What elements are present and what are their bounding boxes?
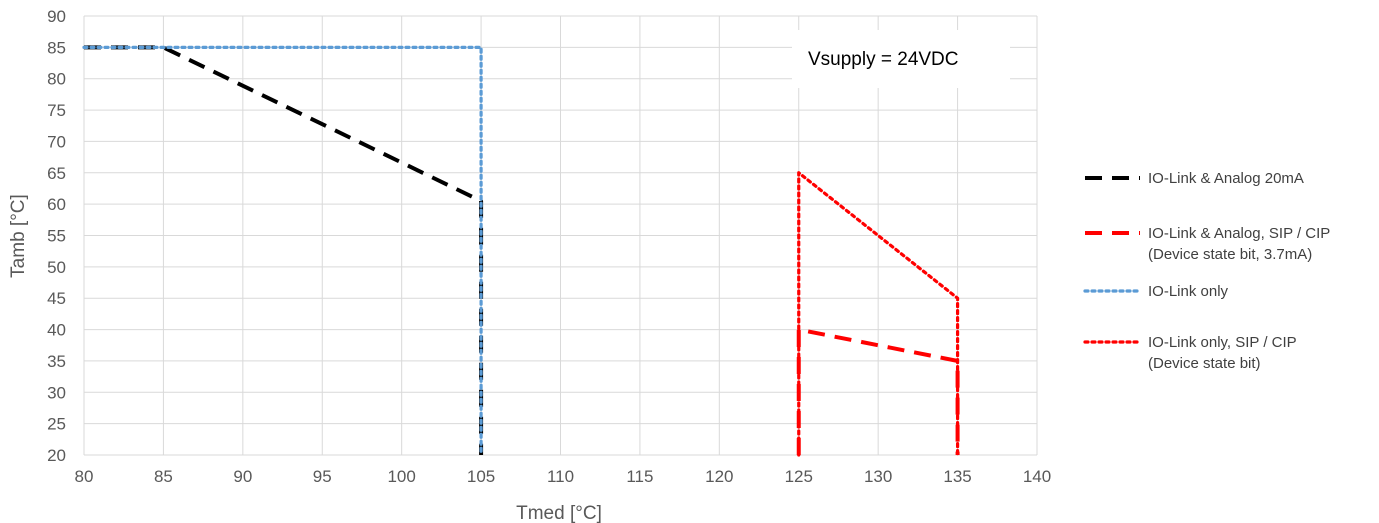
y-tick-label: 70: [47, 132, 66, 151]
series-line-3: [82, 45, 483, 457]
y-tick-label: 65: [47, 164, 66, 183]
annotation: Vsupply = 24VDC: [792, 30, 1010, 88]
series-line-1: [84, 45, 484, 455]
y-tick-label: 75: [47, 101, 66, 120]
x-tick-label: 100: [387, 467, 415, 486]
y-axis-title: Tamb [°C]: [8, 194, 29, 278]
x-tick-label: 125: [785, 467, 813, 486]
legend-label-1: IO-Link & Analog 20mA: [1148, 170, 1304, 187]
annotation-text: Vsupply = 24VDC: [808, 49, 959, 70]
x-axis-title: Tmed [°C]: [516, 503, 602, 523]
y-tick-label: 20: [47, 446, 66, 465]
x-tick-label: 80: [75, 467, 94, 486]
x-tick-label: 130: [864, 467, 892, 486]
x-tick-label: 120: [705, 467, 733, 486]
y-tick-label: 45: [47, 289, 66, 308]
legend-label-4-line2: (Device state bit): [1148, 355, 1261, 372]
y-tick-label: 80: [47, 70, 66, 89]
y-tick-label: 60: [47, 195, 66, 214]
x-tick-label: 105: [467, 467, 495, 486]
annotation-box: [792, 30, 1010, 88]
series-line-4: [797, 171, 960, 457]
legend-label-4: IO-Link only, SIP / CIP: [1148, 334, 1297, 351]
x-tick-label: 90: [233, 467, 252, 486]
axis-titles: Tmed [°C] Tamb [°C]: [8, 194, 602, 523]
x-tick-label: 140: [1023, 467, 1051, 486]
y-tick-label: 30: [47, 383, 66, 402]
x-tick-label: 95: [313, 467, 332, 486]
legend-label-2: IO-Link & Analog, SIP / CIP: [1148, 225, 1330, 242]
y-tick-label: 55: [47, 227, 66, 246]
y-tick-label: 85: [47, 38, 66, 57]
tick-labels: 80 85 90 95 100 105 110 115 120 125 130 135 140 20 25 3…: [47, 7, 1051, 486]
series-lines: [82, 45, 960, 457]
legend-label-2-line2: (Device state bit, 3.7mA): [1148, 246, 1312, 263]
y-tick-label: 25: [47, 415, 66, 434]
x-tick-label: 115: [626, 467, 653, 486]
grid: [83, 15, 1038, 456]
x-tick-label: 135: [943, 467, 971, 486]
x-tick-label: 110: [547, 467, 574, 486]
y-tick-label: 90: [47, 7, 66, 26]
legend-label-3: IO-Link only: [1148, 283, 1229, 300]
x-tick-label: 85: [154, 467, 173, 486]
y-tick-label: 50: [47, 258, 66, 277]
y-tick-label: 40: [47, 321, 66, 340]
legend: IO-Link & Analog 20mA IO-Link & Analog, S…: [1083, 170, 1330, 372]
y-tick-label: 35: [47, 352, 66, 371]
